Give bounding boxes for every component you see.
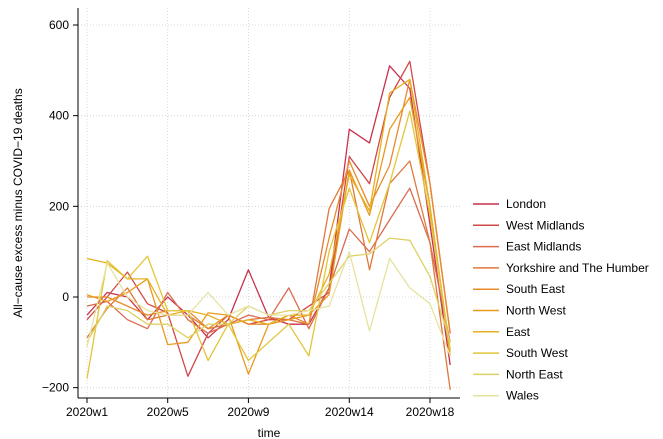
y-tick-label: 0 bbox=[62, 290, 69, 304]
y-tick-label: 200 bbox=[49, 199, 69, 213]
series-line-west-midlands bbox=[86, 60, 451, 377]
series-lines bbox=[86, 60, 451, 390]
series-line-east-midlands bbox=[86, 187, 451, 343]
y-tick-label: −200 bbox=[42, 381, 69, 395]
series-line-wales bbox=[86, 251, 451, 357]
legend-label-east: East bbox=[506, 325, 531, 339]
grid-lines bbox=[78, 8, 460, 398]
legend-label-south-west: South West bbox=[506, 346, 568, 360]
legend-label-wales: Wales bbox=[506, 389, 539, 403]
y-tick-label: 600 bbox=[49, 18, 69, 32]
y-axis-title: All−cause excess minus COVID−19 deaths bbox=[11, 88, 25, 317]
axes: −200 0 200 400 600 2020w1 2020w5 2020w9 2020w14 2… bbox=[42, 8, 460, 419]
x-tick-label: 2020w9 bbox=[227, 405, 269, 419]
legend-label-north-west: North West bbox=[506, 304, 566, 318]
legend-label-london: London bbox=[506, 197, 546, 211]
x-tick-label: 2020w1 bbox=[66, 405, 108, 419]
x-tick-label: 2020w5 bbox=[147, 405, 189, 419]
x-axis-title: time bbox=[258, 426, 281, 439]
legend: London West Midlands East Midlands Yorkshir… bbox=[473, 197, 649, 403]
x-tick-label: 2020w14 bbox=[325, 405, 374, 419]
legend-label-west-midlands: West Midlands bbox=[506, 218, 584, 232]
legend-label-north-east: North East bbox=[506, 367, 563, 381]
x-tick-label: 2020w18 bbox=[406, 405, 455, 419]
series-line-east bbox=[86, 78, 451, 352]
legend-label-south-east: South East bbox=[506, 282, 565, 296]
y-tick-label: 400 bbox=[49, 109, 69, 123]
series-line-south-west bbox=[86, 110, 451, 379]
series-line-yorkshire-and-the-humber bbox=[86, 160, 451, 390]
legend-label-yorkshire-and-the-humber: Yorkshire and The Humber bbox=[506, 261, 649, 275]
legend-label-east-midlands: East Midlands bbox=[506, 240, 581, 254]
